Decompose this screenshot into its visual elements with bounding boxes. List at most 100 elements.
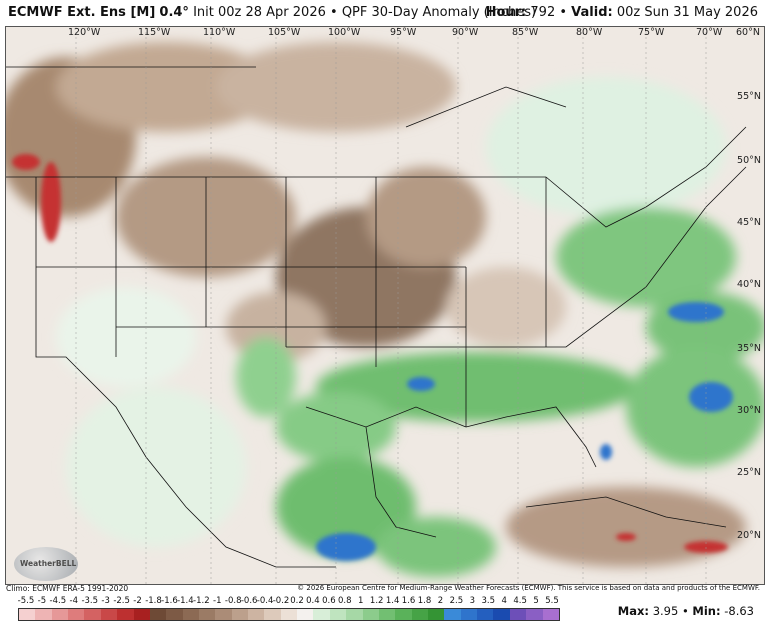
legend-tick: -3.5 <box>81 596 99 606</box>
legend-tick: -1 <box>213 596 222 606</box>
lon-label: 105°W <box>268 27 301 38</box>
legend-tick: -4.5 <box>49 596 67 606</box>
lon-label: 80°W <box>576 27 603 38</box>
legend-tick: 1.4 <box>385 596 400 606</box>
max-min-readout: Max: 3.95 • Min: -8.63 <box>617 604 754 618</box>
weatherbell-logo: WeatherBELL <box>14 547 78 581</box>
legend-swatch <box>460 609 478 620</box>
lat-label: 55°N <box>737 91 761 102</box>
anomaly-shading <box>6 42 764 577</box>
lon-label: 115°W <box>138 27 171 38</box>
legend-tick: -2 <box>133 596 142 606</box>
lat-label: 30°N <box>737 405 761 416</box>
lat-label: 25°N <box>737 467 761 478</box>
min-value: -8.63 <box>724 604 754 618</box>
legend-tick: 0.2 <box>290 596 304 606</box>
map-canvas <box>6 27 764 584</box>
legend-swatch <box>362 609 379 620</box>
title-bar: ECMWF Ext. Ens [M] 0.4° Init 00z 28 Apr … <box>0 0 768 26</box>
title-right: Hour: 792 • Valid: 00z Sun 31 May 2026 <box>485 5 758 20</box>
legend-swatch <box>346 609 363 620</box>
legend-swatch <box>280 609 298 620</box>
legend-tick: 3.5 <box>481 596 496 606</box>
climo-note: Climo: ECMWF ERA-5 1991-2020 <box>6 584 129 593</box>
legend-ticks: -5.5 -5 -4.5 -4 -3.5 -3 -2.5 -2 -1.8 -1.6 -1.4 -1.2… <box>18 596 560 608</box>
legend-swatch <box>149 609 167 620</box>
model-name: ECMWF Ext. Ens [M] <box>8 5 156 20</box>
legend-swatch <box>35 609 52 620</box>
lon-label: 70°W <box>696 27 723 38</box>
legend-swatch <box>411 609 428 620</box>
legend-tick: -1.6 <box>161 596 178 606</box>
lat-label: 20°N <box>737 530 761 541</box>
init-time: Init 00z 28 Apr 2026 <box>193 5 326 20</box>
lon-label: 100°W <box>328 27 361 38</box>
legend-tick: -3 <box>101 596 110 606</box>
legend-colorbar <box>18 608 560 621</box>
legend-tick: -1.8 <box>145 596 162 606</box>
lon-label: 90°W <box>452 27 479 38</box>
valid-value: 00z Sun 31 May 2026 <box>616 5 758 20</box>
lat-label: 35°N <box>737 343 761 354</box>
min-label: Min: <box>692 604 721 618</box>
legend-swatch <box>509 609 527 620</box>
legend-swatch <box>133 609 150 620</box>
legend-swatch <box>231 609 249 620</box>
legend-swatch <box>198 609 216 620</box>
max-value: 3.95 <box>652 604 679 618</box>
legend-tick: 1 <box>358 596 364 606</box>
legend-swatch <box>68 609 85 620</box>
legend-tick: 5.5 <box>545 596 559 606</box>
legend-swatch <box>166 609 183 620</box>
legend-swatch <box>313 609 330 620</box>
legend-tick: -4 <box>69 596 79 606</box>
lon-label: 95°W <box>390 27 417 38</box>
title-left: ECMWF Ext. Ens [M] 0.4° Init 00z 28 Apr … <box>8 5 537 20</box>
forecast-map: 120°W 115°W 110°W 105°W 100°W 95°W 90°W 85°W 80°… <box>5 26 765 585</box>
legend-tick: 2.5 <box>449 596 464 606</box>
legend-swatch <box>264 609 281 620</box>
legend-tick: 1.2 <box>369 596 384 606</box>
legend-swatch <box>493 609 510 620</box>
resolution: 0.4° <box>159 5 189 20</box>
legend-tick: -0.2 <box>272 596 290 606</box>
legend-swatch <box>378 609 396 620</box>
legend-tick: -5.5 <box>17 596 35 606</box>
lat-label: 50°N <box>737 155 761 166</box>
legend-tick: 5 <box>533 596 539 606</box>
copyright-note: © 2026 European Centre for Medium-Range … <box>297 584 760 592</box>
legend-swatch <box>395 609 412 620</box>
legend-tick: -2.5 <box>113 596 130 606</box>
legend-tick: 4 <box>501 596 507 606</box>
legend-swatch <box>19 609 36 620</box>
legend-tick: -0.6 <box>240 596 258 606</box>
legend-swatch <box>182 609 199 620</box>
legend-swatch <box>477 609 494 620</box>
legend-tick: -5 <box>37 596 47 606</box>
legend-swatch <box>427 609 445 620</box>
legend-tick: 0.4 <box>306 596 320 606</box>
legend-tick: 2 <box>437 596 444 606</box>
legend-swatch <box>248 609 265 620</box>
legend-tick: -0.4 <box>256 596 274 606</box>
hour-label: Hour: <box>485 5 527 20</box>
legend-tick: 3 <box>469 596 476 606</box>
legend-swatch <box>51 609 69 620</box>
legend-swatch <box>444 609 461 620</box>
legend-swatch <box>84 609 101 620</box>
product-name: QPF 30-Day Anomaly (Inches) <box>341 5 537 20</box>
logo-text: WeatherBELL <box>20 559 77 568</box>
legend-swatch <box>100 609 118 620</box>
legend-tick: 0.8 <box>338 596 352 606</box>
hour-value: 792 <box>530 5 556 20</box>
legend-tick: 0.6 <box>322 596 336 606</box>
lon-label: 85°W <box>512 27 539 38</box>
legend-swatch <box>297 609 314 620</box>
legend-swatch <box>117 609 134 620</box>
lat-label: 45°N <box>737 217 761 228</box>
color-legend: -5.5 -5 -4.5 -4 -3.5 -3 -2.5 -2 -1.8 -1.6 -1.4 -1.2… <box>18 596 560 621</box>
lat-label: 40°N <box>737 279 761 290</box>
lon-label: 60°N <box>736 27 760 38</box>
lon-label: 75°W <box>638 27 665 38</box>
lon-label: 120°W <box>68 27 101 38</box>
